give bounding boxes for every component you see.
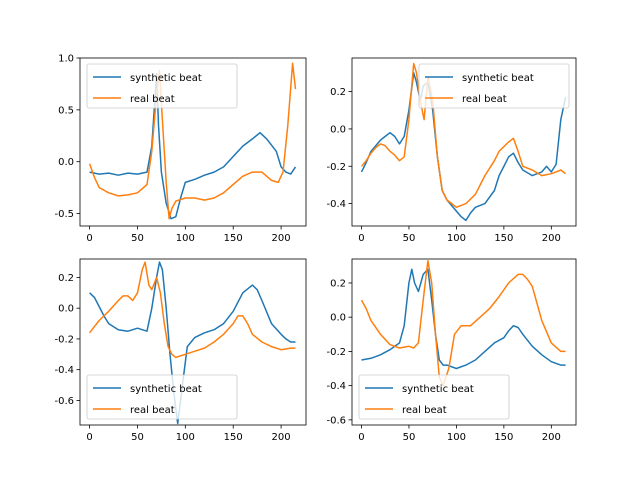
y-tick-label: 0.5 — [58, 105, 74, 116]
subplot-1: 0 50 100 150 200 -0.5 0.0 0.5 1.0 synthetic beat r… — [54, 54, 307, 244]
x-tick-label: 0 — [358, 233, 364, 244]
legend-box — [86, 374, 238, 420]
y-tick-label: 0.0 — [330, 124, 346, 135]
legend-label-synthetic: synthetic beat — [130, 384, 202, 395]
legend-label-synthetic: synthetic beat — [462, 73, 534, 84]
legend-label-real: real beat — [130, 94, 175, 105]
subplot-2: 0 50 100 150 200 -0.4 -0.2 0.0 0.2 synthetic beat… — [326, 57, 577, 244]
x-tick-label: 100 — [176, 432, 195, 443]
x-tick-label: 200 — [542, 432, 561, 443]
y-tick-label: -0.4 — [326, 199, 346, 210]
y-tick-label: -0.6 — [326, 415, 346, 426]
y-tick-label: -0.6 — [54, 396, 74, 407]
x-tick-label: 0 — [358, 432, 364, 443]
y-tick-label: -0.2 — [54, 334, 74, 345]
axes-frame — [351, 57, 577, 227]
y-tick-label: 0.2 — [330, 278, 346, 289]
x-tick-label: 50 — [131, 432, 144, 443]
y-tick-label: 0.2 — [330, 87, 346, 98]
legend-label-real: real beat — [130, 405, 175, 416]
x-tick-label: 200 — [272, 233, 291, 244]
legend-label-real: real beat — [462, 94, 507, 105]
x-tick-label: 50 — [403, 233, 416, 244]
x-tick-label: 100 — [447, 432, 466, 443]
x-tick-label: 150 — [494, 432, 513, 443]
legend: synthetic beat real beat — [418, 63, 570, 109]
y-tick-label: -0.4 — [54, 365, 74, 376]
x-tick-label: 0 — [86, 432, 92, 443]
y-tick-label: 1.0 — [58, 54, 74, 65]
y-tick-label: -0.5 — [54, 209, 74, 220]
series-line-real — [360, 62, 567, 209]
axes-frame — [79, 258, 307, 426]
x-tick-label: 150 — [224, 233, 243, 244]
axes-frame — [351, 258, 577, 426]
series-line-real — [88, 62, 297, 220]
series-line-synthetic — [360, 72, 567, 222]
y-tick-label: 0.0 — [58, 304, 74, 315]
legend: synthetic beat real beat — [86, 63, 238, 109]
x-tick-label: 50 — [131, 233, 144, 244]
axes-frame — [79, 57, 307, 227]
x-tick-label: 150 — [494, 233, 513, 244]
x-tick-label: 0 — [86, 233, 92, 244]
legend-label-synthetic: synthetic beat — [402, 384, 474, 395]
y-tick-label: -0.4 — [326, 381, 346, 392]
legend-box — [358, 374, 510, 420]
x-tick-label: 50 — [403, 432, 416, 443]
x-tick-label: 100 — [176, 233, 195, 244]
x-tick-label: 200 — [272, 432, 291, 443]
y-tick-label: -0.2 — [326, 162, 346, 173]
legend: synthetic beat real beat — [358, 374, 510, 420]
series-line-synthetic — [89, 72, 297, 220]
legend: synthetic beat real beat — [86, 374, 238, 420]
series-line-real — [89, 261, 296, 359]
y-tick-label: 0.0 — [58, 157, 74, 168]
x-tick-label: 200 — [542, 233, 561, 244]
series-line-synthetic — [361, 268, 566, 370]
x-tick-label: 100 — [447, 233, 466, 244]
x-tick-label: 150 — [224, 432, 243, 443]
y-tick-label: -0.2 — [326, 347, 346, 358]
y-tick-label: 0.2 — [58, 273, 74, 284]
legend-box — [418, 63, 570, 109]
legend-label-synthetic: synthetic beat — [130, 73, 202, 84]
y-tick-label: 0.0 — [330, 313, 346, 324]
subplot-4: 0 50 100 150 200 -0.6 -0.4 -0.2 0.0 0.2 synthetic … — [326, 258, 577, 443]
legend-label-real: real beat — [402, 405, 447, 416]
subplot-3: 0 50 100 150 200 -0.6 -0.4 -0.2 0.0 0.2 synthetic … — [54, 258, 307, 443]
legend-box — [86, 63, 238, 109]
series-line-real — [360, 259, 566, 387]
